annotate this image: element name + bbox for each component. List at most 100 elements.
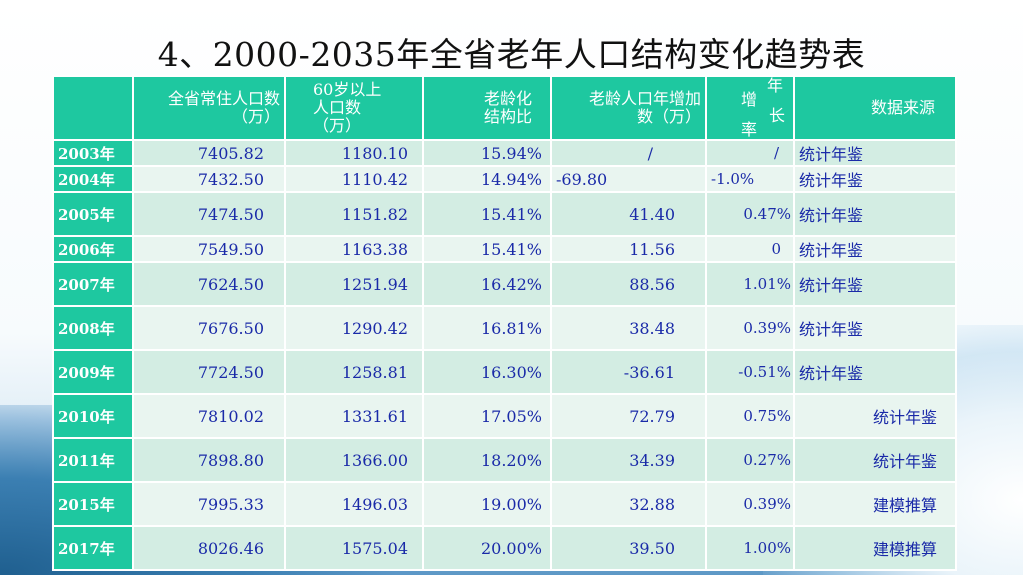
increase-cell: 41.40 — [550, 191, 707, 237]
increase-cell: 32.88 — [550, 481, 707, 527]
growth-rate-cell: / — [705, 139, 795, 167]
population-cell: 7405.82 — [132, 139, 286, 167]
increase-cell: -36.61 — [550, 349, 707, 395]
source-cell: 统计年鉴 — [793, 437, 957, 483]
population-cell: 7676.50 — [132, 305, 286, 351]
table-row: 2004年 7432.50 1110.42 14.94% -69.80 -1.0… — [52, 165, 957, 193]
table-row: 2007年 7624.50 1251.94 16.42% 88.56 1.01%… — [52, 261, 957, 307]
growth-rate-cell: -0.51% — [705, 349, 795, 395]
population-cell: 7898.80 — [132, 437, 286, 483]
population-cell: 7624.50 — [132, 261, 286, 307]
year-cell: 2009年 — [52, 349, 134, 395]
year-cell: 2011年 — [52, 437, 134, 483]
ratio-cell: 15.94% — [422, 139, 552, 167]
population-cell: 7724.50 — [132, 349, 286, 395]
ratio-cell: 17.05% — [422, 393, 552, 439]
source-cell: 统计年鉴 — [793, 305, 957, 351]
header-elderly-population: 60岁以上人口数（万） — [284, 75, 424, 141]
header-growth-char-3: 长 — [769, 106, 786, 125]
growth-rate-cell: 1.01% — [705, 261, 795, 307]
table-row: 2017年 8026.46 1575.04 20.00% 39.50 1.00%… — [52, 525, 957, 571]
growth-rate-cell: -1.0% — [705, 165, 795, 193]
table-row: 2009年 7724.50 1258.81 16.30% -36.61 -0.5… — [52, 349, 957, 395]
growth-rate-cell: 0.47% — [705, 191, 795, 237]
source-cell: 建模推算 — [793, 525, 957, 571]
elderly-cell: 1180.10 — [284, 139, 424, 167]
table-row: 2011年 7898.80 1366.00 18.20% 34.39 0.27%… — [52, 437, 957, 483]
increase-cell: 38.48 — [550, 305, 707, 351]
ratio-cell: 15.41% — [422, 235, 552, 263]
source-cell: 统计年鉴 — [793, 393, 957, 439]
year-cell: 2015年 — [52, 481, 134, 527]
year-cell: 2010年 — [52, 393, 134, 439]
source-cell: 统计年鉴 — [793, 191, 957, 237]
population-cell: 7810.02 — [132, 393, 286, 439]
table-row: 2015年 7995.33 1496.03 19.00% 32.88 0.39%… — [52, 481, 957, 527]
elderly-cell: 1575.04 — [284, 525, 424, 571]
header-data-source: 数据来源 — [793, 75, 957, 141]
ratio-cell: 14.94% — [422, 165, 552, 193]
table-row: 2003年 7405.82 1180.10 15.94% / / 统计年鉴 — [52, 139, 957, 167]
table-row: 2005年 7474.50 1151.82 15.41% 41.40 0.47%… — [52, 191, 957, 237]
growth-rate-cell: 0 — [705, 235, 795, 263]
table-row: 2008年 7676.50 1290.42 16.81% 38.48 0.39%… — [52, 305, 957, 351]
growth-rate-cell: 0.39% — [705, 481, 795, 527]
increase-cell: / — [550, 139, 707, 167]
elderly-cell: 1151.82 — [284, 191, 424, 237]
year-cell: 2003年 — [52, 139, 134, 167]
header-aging-ratio: 老龄化结构比 — [422, 75, 552, 141]
source-cell: 统计年鉴 — [793, 165, 957, 193]
year-cell: 2007年 — [52, 261, 134, 307]
ratio-cell: 16.30% — [422, 349, 552, 395]
header-growth-char-1: 年 — [767, 76, 784, 95]
table-row: 2010年 7810.02 1331.61 17.05% 72.79 0.75%… — [52, 393, 957, 439]
elderly-cell: 1331.61 — [284, 393, 424, 439]
year-cell: 2017年 — [52, 525, 134, 571]
ratio-cell: 16.42% — [422, 261, 552, 307]
source-cell: 统计年鉴 — [793, 261, 957, 307]
growth-rate-cell: 0.27% — [705, 437, 795, 483]
population-cell: 8026.46 — [132, 525, 286, 571]
header-elderly-increase: 老龄人口年增加数（万） — [550, 75, 707, 141]
increase-cell: -69.80 — [550, 165, 707, 193]
growth-rate-cell: 0.75% — [705, 393, 795, 439]
ratio-cell: 19.00% — [422, 481, 552, 527]
aging-population-table: 全省常住人口数（万） 60岁以上人口数（万） 老龄化结构比 老龄人口年增加数（万… — [52, 75, 957, 571]
ratio-cell: 15.41% — [422, 191, 552, 237]
year-cell: 2005年 — [52, 191, 134, 237]
ratio-cell: 16.81% — [422, 305, 552, 351]
header-growth-char-2: 增 — [741, 90, 758, 109]
elderly-cell: 1110.42 — [284, 165, 424, 193]
header-annual-growth-rate: 年 增 长 率 — [705, 75, 795, 141]
population-cell: 7549.50 — [132, 235, 286, 263]
header-growth-char-4: 率 — [741, 120, 758, 139]
source-cell: 统计年鉴 — [793, 349, 957, 395]
population-cell: 7474.50 — [132, 191, 286, 237]
source-cell: 建模推算 — [793, 481, 957, 527]
year-cell: 2006年 — [52, 235, 134, 263]
source-cell: 统计年鉴 — [793, 235, 957, 263]
header-resident-population: 全省常住人口数（万） — [132, 75, 286, 141]
table-header-row: 全省常住人口数（万） 60岁以上人口数（万） 老龄化结构比 老龄人口年增加数（万… — [52, 75, 957, 141]
increase-cell: 34.39 — [550, 437, 707, 483]
elderly-cell: 1258.81 — [284, 349, 424, 395]
year-cell: 2004年 — [52, 165, 134, 193]
population-cell: 7995.33 — [132, 481, 286, 527]
elderly-cell: 1251.94 — [284, 261, 424, 307]
elderly-cell: 1163.38 — [284, 235, 424, 263]
header-year — [52, 75, 134, 141]
increase-cell: 39.50 — [550, 525, 707, 571]
elderly-cell: 1496.03 — [284, 481, 424, 527]
growth-rate-cell: 1.00% — [705, 525, 795, 571]
increase-cell: 88.56 — [550, 261, 707, 307]
ratio-cell: 18.20% — [422, 437, 552, 483]
growth-rate-cell: 0.39% — [705, 305, 795, 351]
increase-cell: 11.56 — [550, 235, 707, 263]
elderly-cell: 1290.42 — [284, 305, 424, 351]
year-cell: 2008年 — [52, 305, 134, 351]
ratio-cell: 20.00% — [422, 525, 552, 571]
elderly-cell: 1366.00 — [284, 437, 424, 483]
increase-cell: 72.79 — [550, 393, 707, 439]
table-row: 2006年 7549.50 1163.38 15.41% 11.56 0 统计年… — [52, 235, 957, 263]
population-cell: 7432.50 — [132, 165, 286, 193]
